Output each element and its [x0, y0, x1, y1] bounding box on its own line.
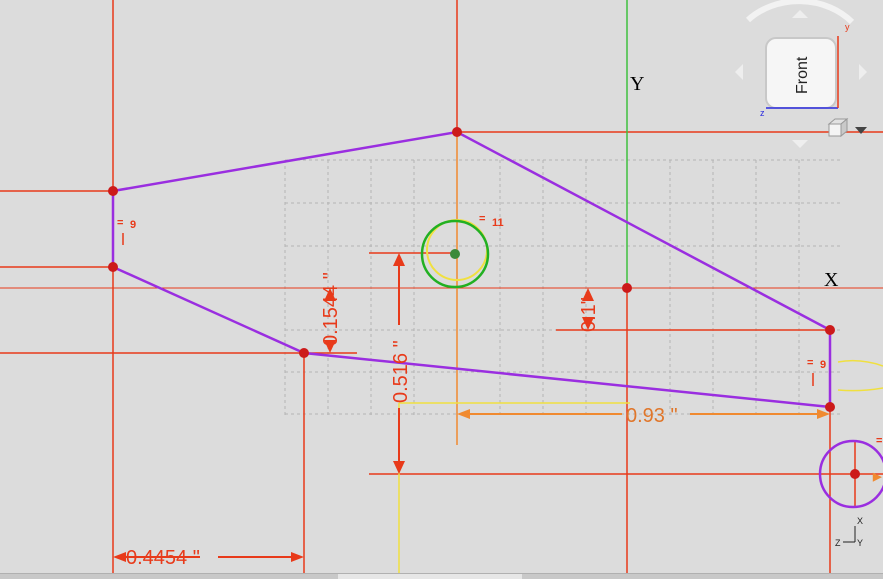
status-bar-segment: [338, 574, 522, 579]
view-cube-orbit-ring[interactable]: [745, 0, 855, 25]
sketch-points[interactable]: [108, 127, 860, 479]
view-cube-arrow-right-icon[interactable]: [859, 64, 867, 80]
dimension-0516[interactable]: 0.516 ": [390, 253, 412, 474]
y-axis-label: Y: [630, 73, 644, 95]
svg-text:=: =: [117, 217, 123, 229]
dimension-04454[interactable]: 0.4454 ": [113, 547, 304, 569]
svg-text:=: =: [807, 357, 813, 369]
dimension-01-label[interactable]: 0.1": [578, 297, 600, 332]
mini-triad-x: X: [857, 516, 863, 526]
view-cube-menu-chevron-down-icon[interactable]: [855, 127, 867, 134]
view-cube-axis-z: z: [760, 108, 765, 118]
equal-constraint-left-index: 9: [130, 219, 136, 231]
equal-constraint-far-right[interactable]: = ▶: [872, 435, 882, 483]
sketch-circle[interactable]: [420, 219, 490, 289]
status-bar: [0, 573, 883, 579]
dimension-01544-label[interactable]: 0.1544 ": [320, 272, 342, 346]
sketch-profile[interactable]: [111, 130, 832, 409]
dimension-0516-label[interactable]: 0.516 ": [390, 340, 412, 403]
equal-constraint-right[interactable]: = 9: [807, 357, 826, 386]
equal-constraint-left[interactable]: = 9: [117, 217, 136, 245]
view-cube-arrow-left-icon[interactable]: [735, 64, 743, 80]
x-axis-label: X: [824, 269, 839, 291]
view-cube-axis-y: y: [845, 22, 850, 32]
sketch-circle-right[interactable]: [818, 439, 883, 509]
view-cube[interactable]: Front z y: [735, 0, 867, 148]
dimension-01544[interactable]: 0.1544 ": [320, 272, 342, 353]
mini-axis-triad: X Y Z: [835, 516, 863, 548]
svg-text:=: =: [479, 213, 485, 225]
svg-text:=: =: [876, 435, 882, 447]
mini-triad-y: Y: [857, 538, 863, 548]
equal-constraint-circle-index: 11: [492, 217, 504, 229]
view-cube-arrow-down-icon[interactable]: [792, 140, 808, 148]
svg-text:▶: ▶: [872, 471, 882, 483]
equal-constraint-circle[interactable]: = 11: [479, 213, 504, 229]
highlight-lines: [398, 359, 883, 573]
view-cube-face-label: Front: [794, 56, 811, 94]
view-cube-arrow-up-icon[interactable]: [792, 10, 808, 18]
dimension-04454-label[interactable]: 0.4454 ": [126, 547, 200, 569]
mini-triad-z: Z: [835, 538, 841, 548]
dimension-093[interactable]: 0.93 ": [457, 405, 830, 427]
dimension-01[interactable]: 0.1": [578, 288, 600, 332]
dimension-093-label[interactable]: 0.93 ": [626, 405, 678, 427]
home-cube-icon[interactable]: [827, 117, 849, 138]
equal-constraint-right-index: 9: [820, 359, 826, 371]
